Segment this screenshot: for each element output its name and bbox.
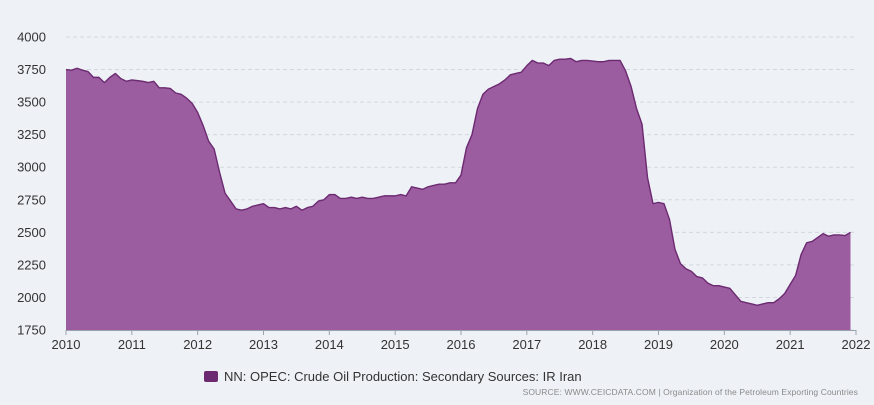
y-tick-label: 2500 bbox=[17, 225, 46, 240]
series-area bbox=[66, 58, 851, 331]
x-tick-label: 2013 bbox=[249, 337, 278, 352]
y-tick-label: 4000 bbox=[17, 30, 46, 45]
x-tick-label: 2010 bbox=[52, 337, 81, 352]
x-tick-label: 2015 bbox=[381, 337, 410, 352]
x-tick-label: 2012 bbox=[183, 337, 212, 352]
legend[interactable]: NN: OPEC: Crude Oil Production: Secondar… bbox=[204, 369, 582, 384]
x-tick-label: 2018 bbox=[578, 337, 607, 352]
y-tick-label: 3250 bbox=[17, 127, 46, 142]
series-line bbox=[65, 57, 851, 306]
x-tick-label: 2017 bbox=[512, 337, 541, 352]
y-tick-label: 2000 bbox=[17, 290, 46, 305]
legend-label: NN: OPEC: Crude Oil Production: Secondar… bbox=[224, 369, 582, 384]
x-tick-label: 2020 bbox=[710, 337, 739, 352]
x-tick-label: 2016 bbox=[447, 337, 476, 352]
x-tick-label: 2019 bbox=[644, 337, 673, 352]
y-tick-label: 2250 bbox=[17, 257, 46, 272]
y-tick-label: 3000 bbox=[17, 160, 46, 175]
y-tick-label: 3750 bbox=[17, 62, 46, 77]
legend-swatch bbox=[204, 371, 218, 382]
y-tick-label: 3500 bbox=[17, 95, 46, 110]
x-tick-label: 2022 bbox=[842, 337, 871, 352]
y-tick-label: 2750 bbox=[17, 192, 46, 207]
source-note: SOURCE: WWW.CEICDATA.COM | Organization … bbox=[522, 387, 858, 397]
x-tick-label: 2011 bbox=[118, 337, 146, 352]
y-tick-label: 1750 bbox=[17, 323, 46, 338]
x-tick-label: 2021 bbox=[776, 337, 805, 352]
x-tick-label: 2014 bbox=[315, 337, 344, 352]
